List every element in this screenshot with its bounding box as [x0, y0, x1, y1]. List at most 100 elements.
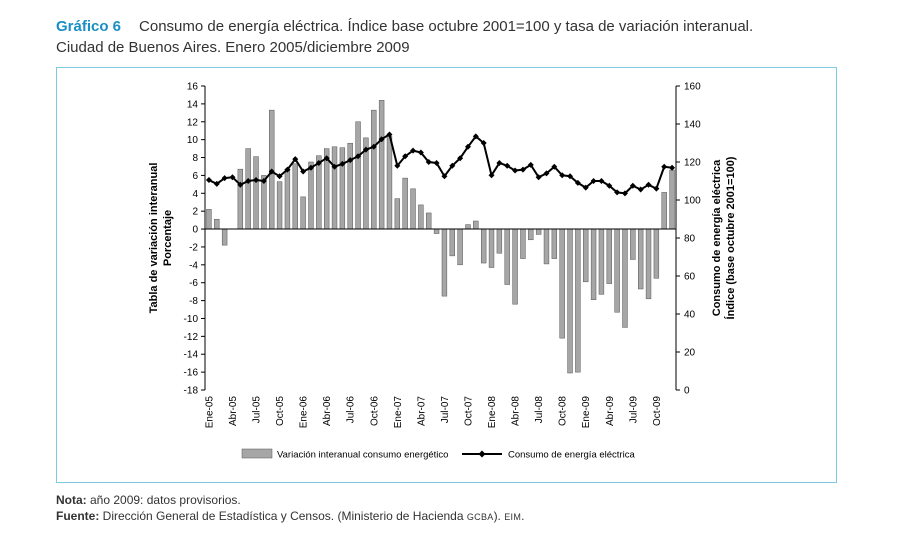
line-point	[488, 172, 495, 179]
line-point	[457, 155, 464, 162]
y-left-tick-label: -12	[184, 332, 199, 343]
bar	[583, 228, 589, 283]
source-label: Fuente:	[56, 509, 100, 523]
line-point	[590, 178, 597, 184]
line-point	[213, 180, 220, 187]
line-point	[551, 163, 558, 170]
y-left-tick-label: -10	[184, 314, 199, 325]
x-tick-label: Jul-05	[252, 396, 263, 424]
line-point	[433, 159, 440, 166]
line-point	[574, 179, 581, 186]
bar	[339, 147, 346, 230]
y-left-tick-label: 2	[192, 207, 198, 218]
line-point	[300, 168, 307, 175]
line-point	[402, 153, 409, 160]
bar	[347, 142, 353, 230]
line-point	[661, 163, 668, 170]
source-end: .	[521, 509, 525, 523]
bar	[237, 168, 244, 230]
bar	[590, 228, 597, 300]
figure-label: Gráfico 6	[56, 18, 122, 35]
legend-line-marker	[478, 450, 486, 458]
x-tick-label: Jul-06	[346, 396, 357, 424]
line-point	[543, 170, 550, 177]
x-tick-label: Oct-09	[652, 396, 663, 426]
title-line-1: Gráfico 6 Consumo de energía eléctrica. Í…	[56, 16, 886, 37]
line-point	[362, 146, 369, 153]
line-point	[669, 164, 676, 171]
y-left-label-line2: Porcentaje	[162, 210, 174, 266]
line-point	[464, 143, 471, 150]
x-tick-label: Abr-07	[416, 396, 427, 426]
chart-svg: -18-16-14-12-10-8-6-4-202468101214160204…	[148, 82, 737, 461]
line-point	[323, 155, 330, 162]
line-point	[386, 131, 393, 138]
bar	[630, 228, 636, 260]
y-right-tick-label: 80	[684, 234, 696, 245]
x-tick-label: Oct-07	[463, 396, 474, 426]
x-tick-label: Oct-05	[275, 396, 286, 426]
legend-line-label: Consumo de energía eléctrica	[508, 450, 635, 461]
y-left-tick-label: 6	[192, 171, 198, 182]
bar	[355, 121, 361, 230]
line-point	[229, 174, 236, 181]
note-text: año 2009: datos provisorios.	[86, 493, 241, 507]
bar	[543, 228, 550, 265]
line-point	[276, 173, 283, 180]
line-point	[582, 184, 589, 191]
note: Nota: año 2009: datos provisorios.	[56, 492, 524, 508]
source: Fuente: Dirección General de Estadística…	[56, 508, 524, 525]
line-point	[417, 149, 424, 156]
y-right-tick-label: 40	[684, 310, 696, 321]
line-point	[425, 159, 432, 165]
bar	[661, 192, 667, 230]
y-right-tick-label: 20	[684, 348, 696, 359]
line-point	[645, 181, 652, 188]
bar	[386, 135, 393, 230]
x-tick-label: Jul-09	[628, 396, 639, 424]
x-tick-label: Ene-06	[299, 396, 310, 429]
bar	[457, 228, 463, 266]
bar	[418, 204, 424, 230]
bar	[378, 100, 385, 230]
line-point	[527, 161, 534, 168]
bar	[284, 168, 291, 230]
bar	[245, 148, 251, 230]
bar	[559, 228, 565, 339]
line-point	[284, 166, 291, 173]
source-text: Dirección General de Estadística y Censo…	[99, 509, 467, 523]
bar	[331, 146, 338, 230]
line-point	[268, 168, 275, 175]
bar	[669, 169, 675, 230]
line-point	[559, 172, 566, 179]
legend-bar-swatch	[241, 448, 273, 459]
bar	[622, 228, 628, 328]
source-mid: ).	[493, 509, 505, 523]
line-point	[519, 166, 526, 173]
bar	[645, 228, 652, 300]
x-tick-label: Abr-08	[511, 396, 522, 426]
line-point	[480, 140, 487, 146]
y-left-label-line1: Tabla de variación interanual	[148, 163, 160, 314]
y-left-tick-label: 10	[187, 135, 199, 146]
bar	[480, 228, 487, 264]
line-point	[339, 160, 346, 167]
line-point	[260, 178, 267, 184]
note-label: Nota:	[56, 493, 87, 507]
bar	[465, 224, 471, 230]
y-left-tick-label: -18	[184, 386, 199, 397]
bar	[214, 218, 220, 230]
line-point	[614, 189, 621, 196]
bar	[433, 228, 440, 234]
y-left-tick-label: 8	[192, 153, 198, 164]
x-tick-label: Abr-09	[605, 396, 616, 426]
bar	[520, 228, 526, 259]
bar	[441, 228, 448, 297]
y-left-tick-label: 12	[187, 117, 199, 128]
bar	[394, 198, 401, 230]
line-point	[567, 173, 574, 180]
bar	[206, 209, 212, 230]
y-right-tick-label: 100	[684, 196, 701, 207]
line-point	[347, 157, 354, 164]
bar	[221, 228, 228, 246]
